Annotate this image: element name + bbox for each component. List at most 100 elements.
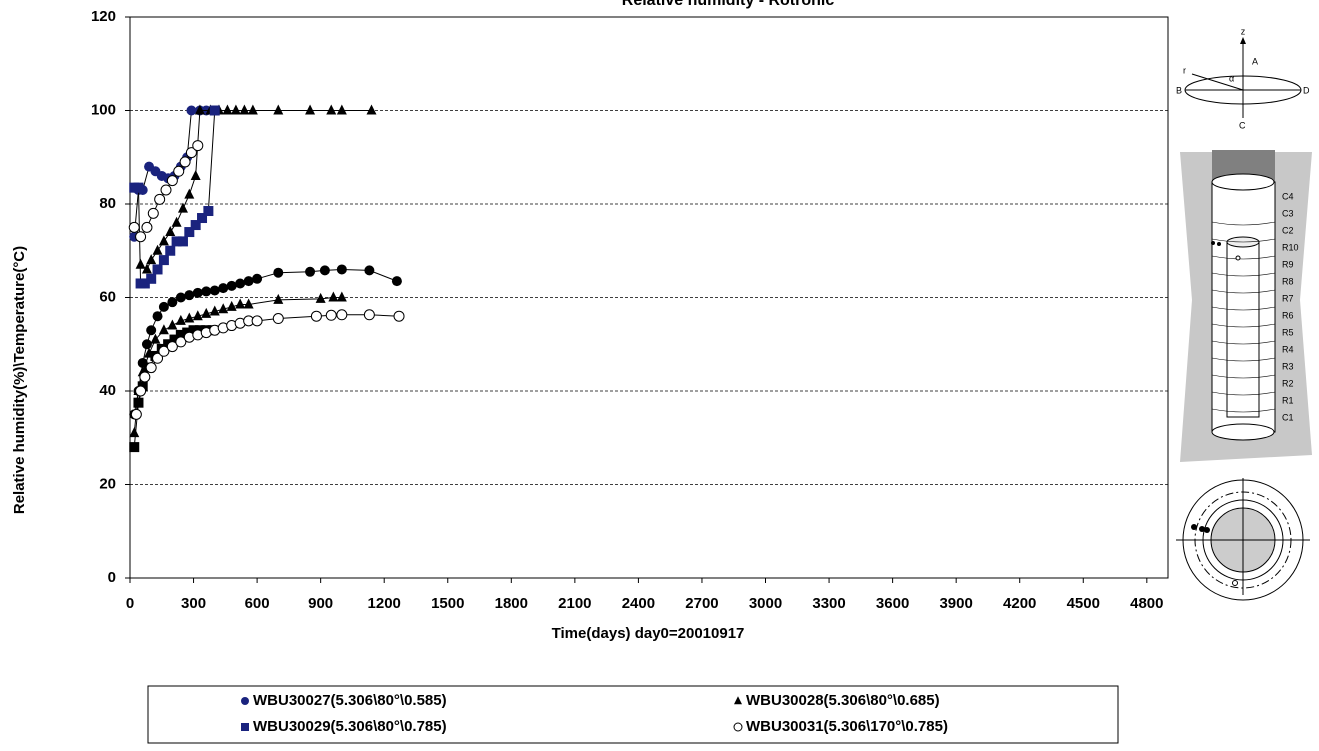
- marker: [179, 156, 191, 168]
- label-d: D: [1303, 85, 1310, 95]
- x-axis-label: Time(days) day0=20010917: [552, 625, 745, 642]
- level-line: [1211, 255, 1276, 260]
- marker: [146, 273, 157, 284]
- marker: [188, 325, 199, 336]
- sensor-dot: [1232, 580, 1238, 586]
- marker: [325, 309, 337, 321]
- marker: [192, 310, 203, 321]
- marker: [173, 165, 185, 177]
- marker: [141, 263, 152, 274]
- x-tick-label: 2100: [558, 595, 591, 612]
- marker: [305, 266, 316, 277]
- marker: [166, 175, 178, 187]
- series-line: [135, 314, 400, 415]
- arrow: [1240, 37, 1246, 44]
- x-tick-label: 2400: [622, 595, 655, 612]
- legend-label: WBU30031(5.306\170°\0.785): [746, 718, 948, 735]
- legend-marker: [241, 723, 249, 731]
- level-label: R2: [1282, 378, 1294, 388]
- marker: [177, 236, 188, 247]
- marker: [175, 329, 186, 340]
- marker: [160, 184, 172, 196]
- marker: [209, 285, 220, 296]
- marker: [222, 104, 233, 115]
- marker: [190, 169, 201, 180]
- marker: [130, 408, 142, 420]
- marker: [165, 245, 176, 256]
- marker: [243, 276, 254, 287]
- marker: [326, 104, 337, 115]
- series-line: [134, 110, 216, 284]
- marker: [336, 264, 347, 275]
- marker: [146, 325, 157, 336]
- marker: [192, 140, 204, 152]
- marker: [171, 216, 182, 227]
- marker: [273, 104, 284, 115]
- marker: [167, 297, 178, 308]
- marker: [366, 104, 377, 115]
- marker: [194, 104, 205, 115]
- marker: [152, 244, 163, 255]
- x-tick-label: 3900: [939, 595, 972, 612]
- marker: [184, 312, 195, 323]
- marker: [315, 292, 326, 303]
- cylinder: [1211, 181, 1276, 433]
- humidity-series: [128, 140, 204, 243]
- marker: [201, 307, 212, 318]
- marker: [218, 283, 229, 294]
- marker: [175, 336, 187, 348]
- sensor-dot: [1235, 255, 1241, 261]
- legend-entry: WBU30027(5.306\80°\0.585): [241, 692, 447, 709]
- marker: [252, 273, 263, 284]
- label-alpha: α: [1229, 73, 1234, 83]
- marker: [145, 362, 157, 374]
- marker: [310, 310, 322, 322]
- marker: [273, 267, 284, 278]
- x-tick-label: 600: [245, 595, 270, 612]
- marker: [167, 319, 178, 330]
- marker: [152, 311, 163, 322]
- marker: [305, 104, 316, 115]
- marker: [139, 278, 150, 289]
- marker: [147, 207, 159, 219]
- x-tick-label: 4800: [1130, 595, 1163, 612]
- y-axis-label: Relative humidity(%)\Temperature(°C): [11, 246, 28, 514]
- marker: [166, 341, 178, 353]
- sensor-dot: [1217, 242, 1221, 246]
- level-label: C1: [1282, 412, 1294, 422]
- marker: [141, 339, 152, 350]
- level-line: [1211, 289, 1276, 294]
- marker: [150, 333, 161, 344]
- level-line: [1211, 391, 1276, 396]
- sensor-dot: [1199, 526, 1205, 532]
- x-tick-label: 300: [181, 595, 206, 612]
- marker: [169, 334, 180, 345]
- marker: [165, 226, 176, 237]
- cylinder-top: [1211, 173, 1275, 191]
- temperature-series: [129, 291, 347, 438]
- level-label: R10: [1282, 242, 1299, 252]
- y-tick-label: 0: [108, 569, 116, 586]
- x-tick-label: 900: [308, 595, 333, 612]
- marker: [135, 231, 147, 243]
- label-r: r: [1183, 65, 1186, 75]
- marker: [230, 104, 241, 115]
- level-label: C2: [1282, 225, 1294, 235]
- marker: [197, 213, 208, 224]
- level-line: [1211, 306, 1276, 311]
- level-line: [1211, 357, 1276, 362]
- level-label: R3: [1282, 361, 1294, 371]
- x-tick-label: 0: [126, 595, 134, 612]
- marker: [146, 254, 157, 265]
- marker: [129, 427, 140, 438]
- marker: [129, 442, 140, 453]
- legend-label: WBU30027(5.306\80°\0.585): [253, 692, 447, 709]
- marker: [184, 290, 195, 301]
- level-label: R5: [1282, 327, 1294, 337]
- marker: [190, 220, 201, 231]
- marker: [336, 309, 348, 321]
- level-line: [1211, 272, 1276, 277]
- marker: [235, 278, 246, 289]
- marker: [158, 324, 169, 335]
- x-tick-label: 4500: [1067, 595, 1100, 612]
